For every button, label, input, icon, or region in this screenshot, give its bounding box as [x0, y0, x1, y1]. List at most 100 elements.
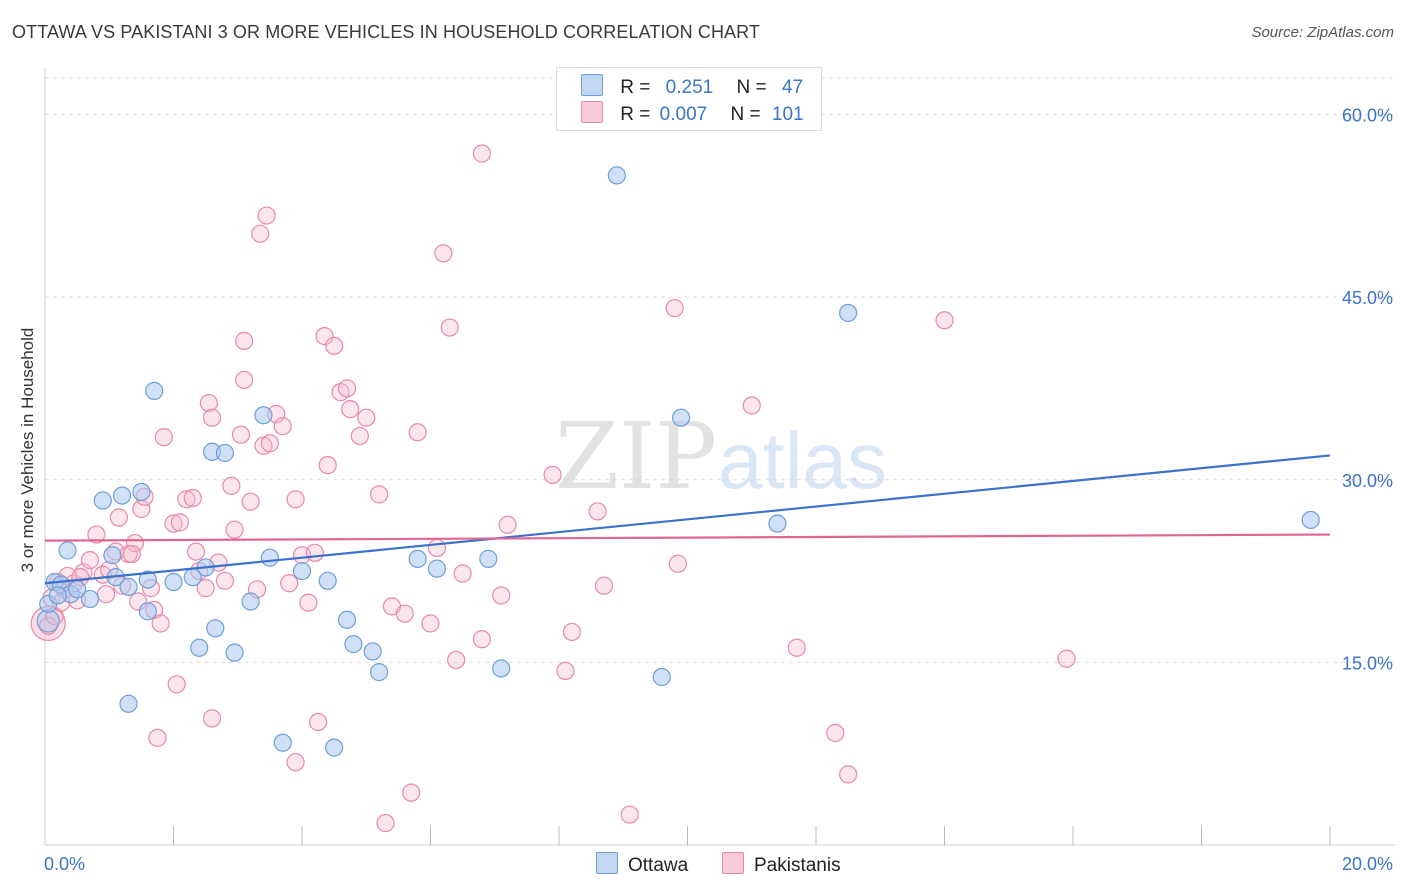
pakistani-point	[315, 327, 334, 346]
ottawa-point	[241, 592, 260, 611]
pakistani-point	[440, 318, 459, 337]
pakistani-point	[280, 574, 299, 593]
pakistani-n-value: 101	[771, 104, 804, 125]
pakistani-point	[125, 533, 145, 553]
pakistani-point	[472, 630, 491, 649]
pakistani-point	[839, 765, 858, 784]
pakistani-point	[260, 434, 279, 453]
pakistani-point	[286, 753, 305, 772]
pakistani-point	[299, 593, 318, 612]
ottawa-point	[318, 571, 337, 590]
pakistani-point	[170, 513, 190, 532]
pakistani-point	[148, 728, 167, 747]
pakistani-point	[453, 564, 472, 583]
y-tick-label: 60.0%	[1342, 106, 1393, 126]
pakistani-point	[434, 244, 453, 263]
ottawa-point	[337, 610, 357, 629]
ottawa-swatch	[581, 74, 603, 96]
pakistani-point	[742, 396, 761, 415]
ottawa-point	[671, 408, 691, 427]
ottawa-point	[190, 638, 209, 657]
pakistani-point	[562, 622, 581, 642]
pakistani-point	[199, 393, 218, 413]
ottawa-point	[492, 659, 511, 678]
ottawa-point	[138, 570, 157, 589]
ottawa-point	[479, 549, 498, 568]
pakistani-legend-label: Pakistanis	[754, 855, 841, 876]
pakistani-point	[826, 723, 845, 743]
pakistani-point	[122, 544, 141, 564]
ottawa-point	[58, 541, 77, 560]
pakistani-point	[370, 485, 389, 504]
ottawa-point	[93, 491, 112, 510]
legend-row-ottawa: R = 0.251 N = 47	[581, 74, 803, 102]
bottom-legend-ottawa: Ottawa	[596, 852, 688, 877]
pakistani-point	[96, 585, 116, 604]
ottawa-point	[164, 572, 183, 592]
pakistani-point	[215, 571, 234, 590]
pakistani-point	[337, 379, 357, 398]
ottawa-point	[103, 546, 122, 565]
ottawa-point	[292, 561, 312, 581]
ottawa-r-label: R =	[620, 77, 651, 98]
ottawa-point	[325, 738, 344, 757]
ottawa-legend-swatch	[596, 852, 618, 874]
ottawa-point	[607, 166, 626, 185]
x-tick-label: 20.0%	[1342, 854, 1393, 874]
pakistani-point	[421, 614, 440, 633]
ottawa-point	[427, 559, 447, 578]
pakistani-point	[620, 805, 639, 824]
ottawa-point	[48, 586, 67, 605]
ottawa-point	[254, 406, 273, 425]
pakistani-legend-swatch	[722, 852, 744, 874]
pakistani-point	[109, 508, 128, 527]
ottawa-r-value: 0.251	[665, 77, 714, 98]
ottawa-point	[1301, 510, 1320, 530]
pakistani-point	[472, 144, 491, 163]
pakistani-point	[357, 408, 376, 427]
ottawa-point	[138, 602, 157, 621]
pakistani-point	[376, 813, 395, 833]
pakistani-point	[594, 576, 614, 595]
pakistani-point	[251, 224, 270, 243]
pakistani-point	[257, 206, 276, 225]
ottawa-point	[119, 577, 138, 596]
pakistani-trend-line	[44, 533, 1331, 542]
pakistani-point	[183, 488, 202, 508]
ottawa-legend-label: Ottawa	[628, 855, 689, 876]
ottawa-point	[119, 694, 138, 713]
ottawa-point	[260, 548, 279, 567]
pakistani-point	[154, 428, 173, 447]
pakistani-point	[402, 783, 421, 802]
ottawa-point	[273, 733, 292, 752]
ottawa-point	[370, 663, 389, 682]
stats-legend: R = 0.251 N = 47 R = 0.007 N = 101	[556, 67, 822, 131]
trend-lines	[44, 454, 1331, 585]
ottawa-point	[225, 643, 244, 662]
ottawa-point	[145, 381, 164, 400]
pakistani-point	[308, 712, 328, 732]
ottawa-point	[344, 635, 363, 654]
pakistani-point	[235, 331, 254, 351]
ottawa-n-value: 47	[781, 77, 804, 98]
ottawa-point	[652, 667, 671, 687]
x-tick-label: 0.0%	[44, 854, 85, 874]
pakistani-point	[447, 650, 466, 670]
y-tick-label: 30.0%	[1342, 471, 1393, 491]
pakistani-point	[80, 551, 100, 570]
axes	[44, 68, 1395, 846]
pakistani-point	[350, 426, 369, 446]
y-axis-label: 3 or more Vehicles in Household	[18, 327, 37, 573]
pakistani-point	[151, 614, 170, 633]
ottawa-n-label: N =	[736, 77, 767, 98]
pakistani-r-value: 0.007	[659, 104, 708, 125]
pakistani-point	[235, 370, 254, 390]
watermark-atlas: atlas	[718, 416, 887, 505]
y-axis-label-wrap: 3 or more Vehicles in Household	[18, 300, 38, 600]
pakistani-point	[286, 490, 305, 509]
pakistani-point	[588, 502, 607, 521]
pakistani-n-label: N =	[730, 104, 761, 125]
ottawa-point	[408, 549, 427, 568]
pakistani-point	[177, 490, 196, 509]
